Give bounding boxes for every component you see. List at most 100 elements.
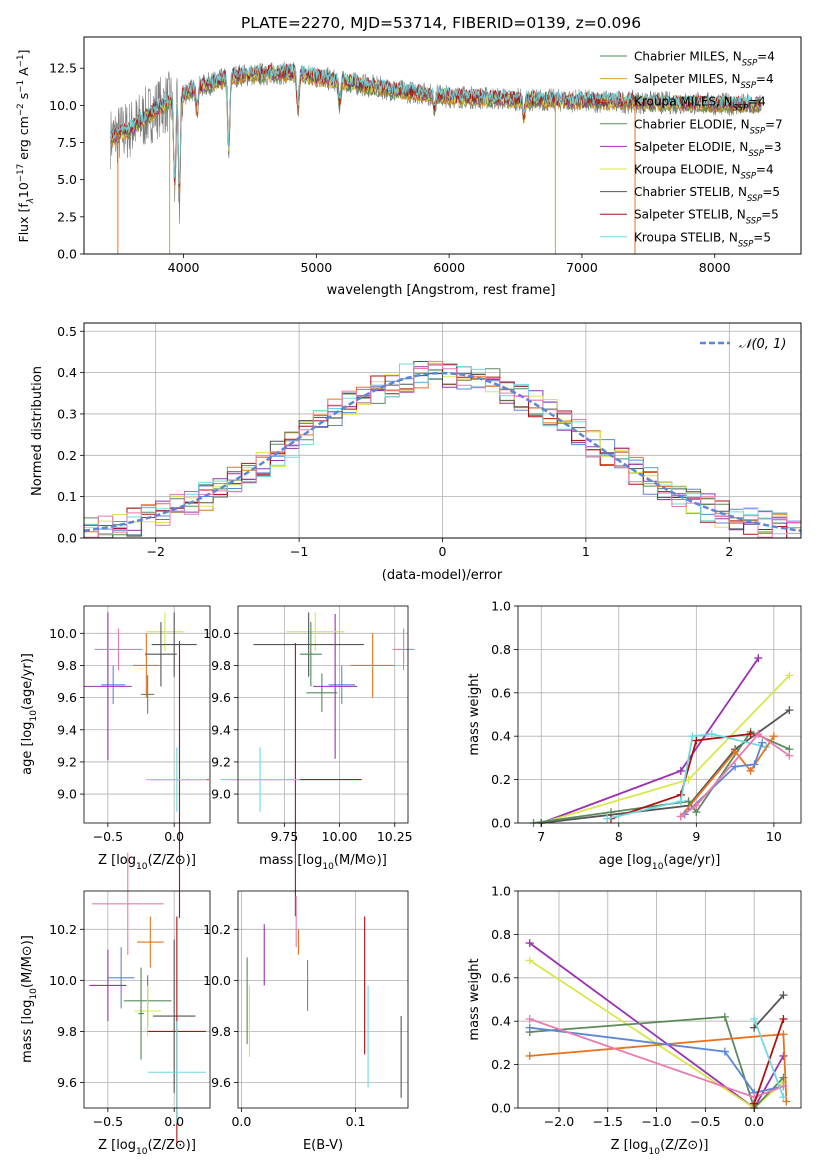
mw-age-ytick-label: 0.2: [491, 772, 511, 787]
mw-age-xlabel-part: 10: [652, 862, 664, 872]
mw-z-xlabel: Z [log10(Z/Z⊙)]: [611, 1138, 709, 1157]
age-mass-ytick-label: 9.0: [211, 787, 231, 802]
mw-age-line: [680, 732, 790, 818]
spectrum-ytick-label: 7.5: [57, 135, 77, 150]
age-z-ytick-label: 9.6: [57, 690, 77, 705]
residuals-ytick-label: 0.1: [57, 489, 77, 504]
legend-label-tail: =4: [757, 50, 775, 64]
legend-label: Chabrier MILES, NSSP=4: [634, 50, 775, 68]
spectrum-xtick-label: 6000: [433, 260, 465, 275]
legend-label-sub: SSP: [742, 58, 758, 68]
mw-z-marker: [720, 1047, 729, 1056]
mw-age-marker: [785, 671, 794, 680]
mw-age-marker: [731, 762, 740, 771]
mw-age-marker: [688, 732, 697, 741]
age-z-xlabel: Z [log10(Z/Z⊙)]: [98, 853, 196, 872]
age-mass-xlabel-part: )]: [377, 853, 387, 868]
age-mass-xlabel: mass [log10(M/M⊙)]: [259, 853, 387, 872]
mass-z-ytick-label: 9.6: [57, 1075, 77, 1090]
mass-ebv-xtick-label: 0.1: [346, 1114, 366, 1129]
legend-label-tail: =5: [761, 208, 779, 222]
mass-ebv-xlabel: E(B-V): [303, 1138, 343, 1153]
mw-z-xtick-label: 0.0: [744, 1114, 764, 1129]
mw-z-marker: [779, 1015, 788, 1024]
age-mass-xlabel-part: mass [log: [259, 853, 322, 868]
mass-ebv-frame: [237, 890, 409, 1109]
ylabel-part: A: [16, 67, 31, 80]
mw-z-xtick-label: −2.0: [544, 1114, 574, 1129]
spectrum-ytick-label: 10.0: [49, 98, 77, 113]
ylabel-part: λ: [26, 198, 36, 204]
age-mass-xtick-label: 10.00: [322, 829, 358, 844]
mw-z-marker: [779, 1030, 788, 1039]
mw-age-marker: [692, 801, 701, 810]
mw-z-ytick-label: 0.6: [491, 970, 511, 985]
ylabel-part: −1: [16, 80, 26, 93]
age-z-xlabel-part: Z [log: [98, 853, 136, 868]
spectrum-ytick-label: 12.5: [49, 61, 77, 76]
mw-age-marker: [785, 706, 794, 715]
mw-z-xlabel-part: Z [log: [611, 1138, 649, 1153]
mw-z-marker: [525, 1015, 534, 1024]
model-spectrum-line: [110, 62, 762, 185]
legend-label-sub: SSP: [748, 148, 764, 158]
mw-age-line: [541, 709, 790, 824]
age-mass-xlabel-part: ⊙: [366, 853, 377, 868]
mass-z-ytick-label: 10.0: [49, 973, 77, 988]
ylabel-part: ]: [16, 50, 31, 55]
age-mass-frame: [237, 605, 409, 824]
mw-age-marker: [684, 797, 693, 806]
mw-z-xlabel-part: )]: [698, 1138, 708, 1153]
mw-z-xtick-label: −1.0: [641, 1114, 671, 1129]
mass-z-ylabel: mass [log10(M/M⊙)]: [20, 935, 39, 1063]
legend-label-tail: =4: [756, 72, 774, 86]
mw-age-marker: [603, 814, 612, 823]
mw-z-xtick-label: −0.5: [690, 1114, 720, 1129]
normal-curve: [83, 371, 802, 533]
mw-age-marker: [692, 736, 701, 745]
legend-label: Salpeter MILES, NSSP=4: [634, 72, 774, 90]
mass-z-ylabel-part: (M/M: [20, 956, 35, 988]
legend-label: Kroupa ELODIE, NSSP=4: [634, 163, 774, 181]
mass-z-ylabel-part: ⊙: [20, 945, 35, 956]
age-mass-xtick-label: 9.75: [270, 829, 298, 844]
mw-age-xtick-label: 8: [615, 829, 623, 844]
mw-z-xlabel-part: (Z/Z: [660, 1138, 687, 1153]
residual-histogram: [84, 361, 801, 539]
age-z-ytick-label: 9.4: [57, 722, 77, 737]
legend-label-main: Chabrier MILES, N: [634, 50, 742, 64]
legend-label-main: Kroupa ELODIE, N: [634, 163, 741, 177]
mw-z-marker: [779, 991, 788, 1000]
legend-label-sub: SSP: [741, 80, 757, 90]
mass-ebv-points: [246, 896, 402, 1098]
ylabel-part: Flux [f: [16, 203, 31, 243]
legend-label: Salpeter ELODIE, NSSP=3: [634, 140, 782, 158]
mw-z-line: [753, 994, 785, 1029]
mw-z-line: [753, 1018, 785, 1104]
mass-vs-z-panel: −0.5 0.09.69.810.010.2Z [log10(Z/Z⊙)]mass…: [20, 852, 211, 1157]
spectrum-ylabel: Flux [fλ10−17 erg cm−2 s−1 A−1]: [16, 50, 36, 243]
mw-age-ytick-label: 0.6: [491, 685, 511, 700]
age-mass-points: [220, 612, 415, 917]
legend-label-tail: =7: [765, 117, 783, 131]
residuals-xtick-label: −1: [290, 544, 308, 559]
mw-age-marker: [785, 751, 794, 760]
residuals-ytick-label: 0.4: [57, 365, 77, 380]
residuals-ylabel: Normed distribution: [30, 366, 45, 496]
mw-z-ylabel: mass weight: [467, 958, 482, 1040]
residuals-xtick-label: −2: [146, 544, 164, 559]
legend-label-main: Salpeter STELIB, N: [634, 208, 746, 222]
spectrum-ytick-label: 2.5: [57, 209, 77, 224]
age-vs-mass-panel: 9.75 10.00 10.25 9.0 9.2 9.4 9.6 9.8 10.0 mass [l…: [203, 605, 415, 917]
age-mass-ytick-label: 10.0: [203, 626, 231, 641]
mass-z-xtick-label: −0.5: [93, 1114, 123, 1129]
legend-label-tail: =4: [748, 95, 766, 109]
mass-vs-ebv-panel: 0.0 0.1 9.6 9.8 10.0 10.2 E(B-V): [203, 890, 409, 1153]
legend-label-sub: SSP: [746, 216, 762, 226]
mass-z-ylabel-part: mass [log: [20, 1000, 35, 1063]
age-z-xlabel-part: 10: [136, 862, 148, 872]
legend-label: Salpeter STELIB, NSSP=5: [634, 208, 779, 226]
mass-z-xtick-label: 0.0: [164, 1114, 184, 1129]
